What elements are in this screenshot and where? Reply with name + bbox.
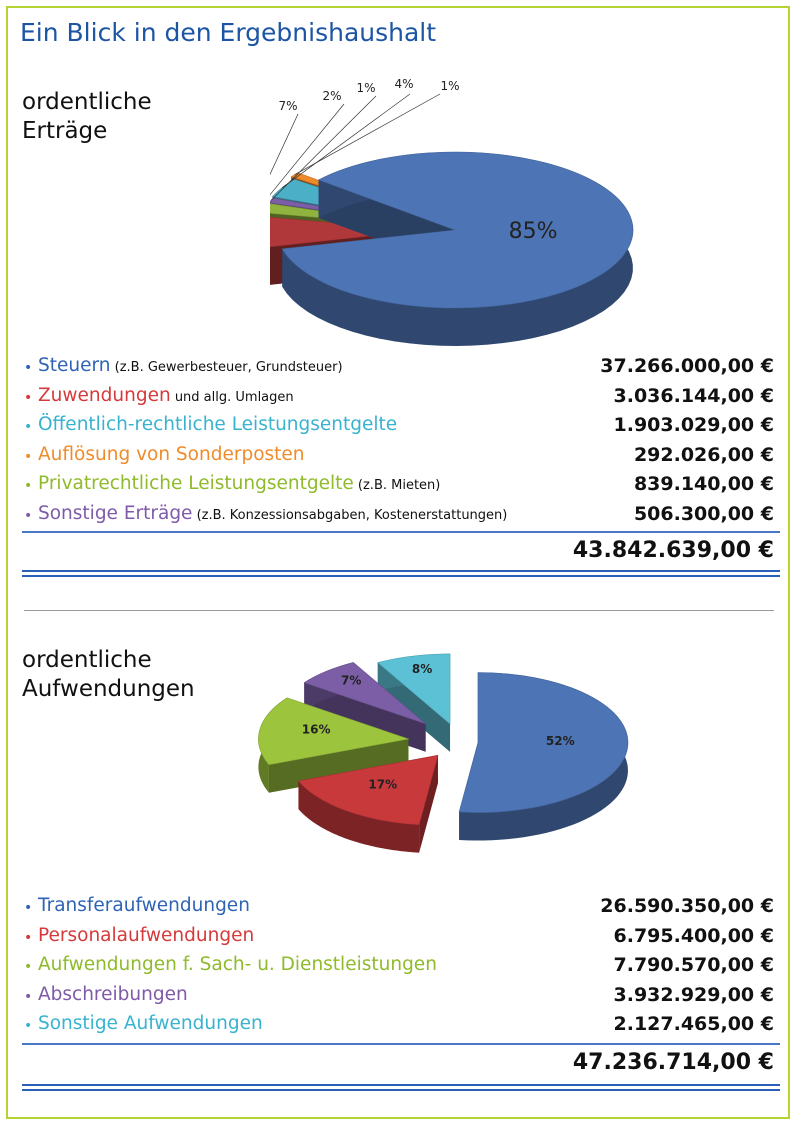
ertraege-legend-category: Privatrechtliche Leistungsentgelte (38, 473, 354, 494)
bullet-icon: • (24, 507, 33, 524)
ertraege-legend-amount: 1.903.029,00 € (613, 414, 774, 436)
ertraege-legend-row: • Privatrechtliche Leistungsentgelte (z.B… (22, 472, 780, 502)
bullet-icon: • (24, 389, 33, 406)
ertraege-legend-category: Sonstige Erträge (38, 502, 193, 524)
ertraege-legend-note: und allg. Umlagen (170, 389, 294, 405)
bullet-icon: • (24, 448, 33, 465)
aufwendungen-legend-label: Sonstige Aufwendungen (38, 1013, 263, 1034)
ertraege-total: 43.842.639,00 € (572, 538, 774, 563)
ertraege-legend-note: (z.B. Mieten) (353, 478, 441, 493)
aufwendungen-legend-row: • Abschreibungen 3.932.929,00 € (22, 983, 780, 1013)
page-frame (6, 6, 790, 1119)
aufwendungen-legend-label: Abschreibungen (38, 984, 188, 1005)
aufwendungen-legend-amount: 26.590.350,00 € (600, 895, 774, 917)
aufwendungen-legend-amount: 6.795.400,00 € (613, 924, 774, 947)
ertraege-legend-label: Öffentlich-rechtliche Leistungsentgelte (38, 414, 397, 435)
ertraege-legend-amount: 37.266.000,00 € (600, 355, 774, 377)
slice-percent-label: 16% (302, 723, 331, 737)
ertraege-legend-row: • Zuwendungen und allg. Umlagen 3.036.144,… (22, 384, 780, 414)
ertraege-legend-amount: 839.140,00 € (633, 473, 774, 495)
aufwendungen-legend-amount: 2.127.465,00 € (613, 1013, 774, 1035)
aufwendungen-legend-category: Sonstige Aufwendungen (38, 1013, 263, 1034)
ertraege-legend-row: • Sonstige Erträge (z.B. Konzessionsabgab… (22, 502, 780, 532)
section-divider (24, 610, 774, 611)
bullet-icon: • (24, 478, 33, 494)
slice-percent-label: 52% (546, 734, 575, 748)
slice-percent-label: 17% (368, 777, 397, 791)
aufwendungen-legend-category: Personalaufwendungen (38, 924, 255, 946)
aufwendungen-legend-label: Personalaufwendungen (38, 925, 254, 946)
bullet-icon: • (24, 929, 33, 946)
leader-line (270, 113, 299, 176)
slice-percent-label: 1% (440, 79, 459, 93)
aufwendungen-legend-category: Transferaufwendungen (38, 895, 250, 916)
ertraege-legend-label: Privatrechtliche Leistungsentgelte (z.B.… (38, 473, 440, 494)
aufwendungen-legend: • Transferaufwendungen 26.590.350,00 € • Per… (22, 894, 780, 1042)
ertraege-legend-amount: 292.026,00 € (633, 443, 774, 466)
aufwendungen-legend-amount: 7.790.570,00 € (613, 954, 774, 976)
slice-percent-label: 1% (356, 81, 375, 95)
slice-percent-label: 8% (412, 662, 432, 676)
ertraege-legend-row: • Steuern (z.B. Gewerbesteuer, Grundsteue… (22, 354, 780, 384)
ertraege-legend-category: Auflösung von Sonderposten (38, 443, 305, 465)
ertraege-subtotal-rule (22, 531, 780, 533)
aufwendungen-legend-category: Aufwendungen f. Sach- u. Dienstleistunge… (38, 954, 437, 975)
bullet-icon: • (24, 360, 33, 376)
aufwendungen-legend-amount: 3.932.929,00 € (613, 983, 774, 1006)
ertraege-total-rule (22, 570, 780, 577)
ertraege-legend-label: Sonstige Erträge (z.B. Konzessionsabgabe… (38, 503, 507, 524)
bullet-icon: • (24, 988, 33, 1005)
ertraege-legend-note: (z.B. Gewerbesteuer, Grundsteuer) (110, 360, 343, 375)
ertraege-legend-note: (z.B. Konzessionsabgaben, Kostenerstattu… (192, 507, 508, 523)
aufwendungen-pie-chart: 52% 17% 16% 7% 8% (258, 653, 629, 853)
ertraege-legend-label: Auflösung von Sonderposten (38, 444, 305, 465)
ertraege-legend-amount: 506.300,00 € (633, 502, 774, 525)
aufwendungen-total-rule (22, 1084, 780, 1091)
aufwendungen-total: 47.236.714,00 € (572, 1050, 774, 1075)
aufwendungen-legend-row: • Personalaufwendungen 6.795.400,00 € (22, 924, 780, 954)
aufwendungen-legend-label: Aufwendungen f. Sach- u. Dienstleistunge… (38, 954, 437, 975)
leader-line (281, 93, 411, 188)
aufwendungen-legend-row: • Sonstige Aufwendungen 2.127.465,00 € (22, 1012, 780, 1042)
pie-slice (281, 151, 634, 346)
ertraege-heading-line2: Erträge (22, 118, 108, 144)
aufwendungen-subtotal-rule (22, 1043, 780, 1045)
ertraege-pie-chart: 85% 7% 2% 1% 4% 1% (270, 77, 634, 346)
bullet-icon: • (24, 900, 33, 916)
ertraege-legend-category: Zuwendungen (38, 384, 171, 406)
ertraege-legend-label: Steuern (z.B. Gewerbesteuer, Grundsteuer… (38, 355, 343, 376)
leader-line (270, 103, 345, 196)
aufwendungen-legend-row: • Transferaufwendungen 26.590.350,00 € (22, 894, 780, 924)
pie-slice (377, 653, 451, 752)
aufwendungen-heading-line2: Aufwendungen (22, 676, 195, 702)
leader-line (294, 93, 441, 176)
slice-percent-label: 7% (341, 673, 361, 687)
ertraege-legend-category: Steuern (38, 355, 111, 376)
ertraege-heading-line1: ordentliche (22, 89, 152, 115)
pie-slice (297, 754, 439, 853)
ertraege-legend: • Steuern (z.B. Gewerbesteuer, Grundsteue… (22, 354, 780, 531)
aufwendungen-heading-line1: ordentliche (22, 647, 152, 673)
slice-percent-label: 7% (278, 99, 297, 113)
slice-percent-label: 85% (509, 219, 558, 244)
page-title: Ein Blick in den Ergebnishaushalt (20, 18, 437, 47)
ertraege-legend-row: • Öffentlich-rechtliche Leistungsentgelte… (22, 413, 780, 443)
bullet-icon: • (24, 1018, 33, 1034)
ertraege-legend-amount: 3.036.144,00 € (613, 384, 774, 407)
ertraege-legend-category: Öffentlich-rechtliche Leistungsentgelte (38, 414, 398, 435)
pie-slice (258, 697, 410, 793)
aufwendungen-legend-category: Abschreibungen (38, 983, 188, 1005)
aufwendungen-legend-label: Transferaufwendungen (38, 895, 250, 916)
bullet-icon: • (24, 419, 33, 435)
pie-slice (458, 672, 629, 841)
ertraege-heading: ordentliche Erträge (22, 88, 152, 146)
bullet-icon: • (24, 959, 33, 975)
ertraege-legend-label: Zuwendungen und allg. Umlagen (38, 385, 294, 406)
aufwendungen-heading: ordentliche Aufwendungen (22, 646, 195, 704)
slice-percent-label: 4% (394, 77, 413, 91)
slice-percent-label: 2% (322, 89, 341, 103)
ertraege-legend-row: • Auflösung von Sonderposten 292.026,00 € (22, 443, 780, 473)
aufwendungen-legend-row: • Aufwendungen f. Sach- u. Dienstleistung… (22, 953, 780, 983)
